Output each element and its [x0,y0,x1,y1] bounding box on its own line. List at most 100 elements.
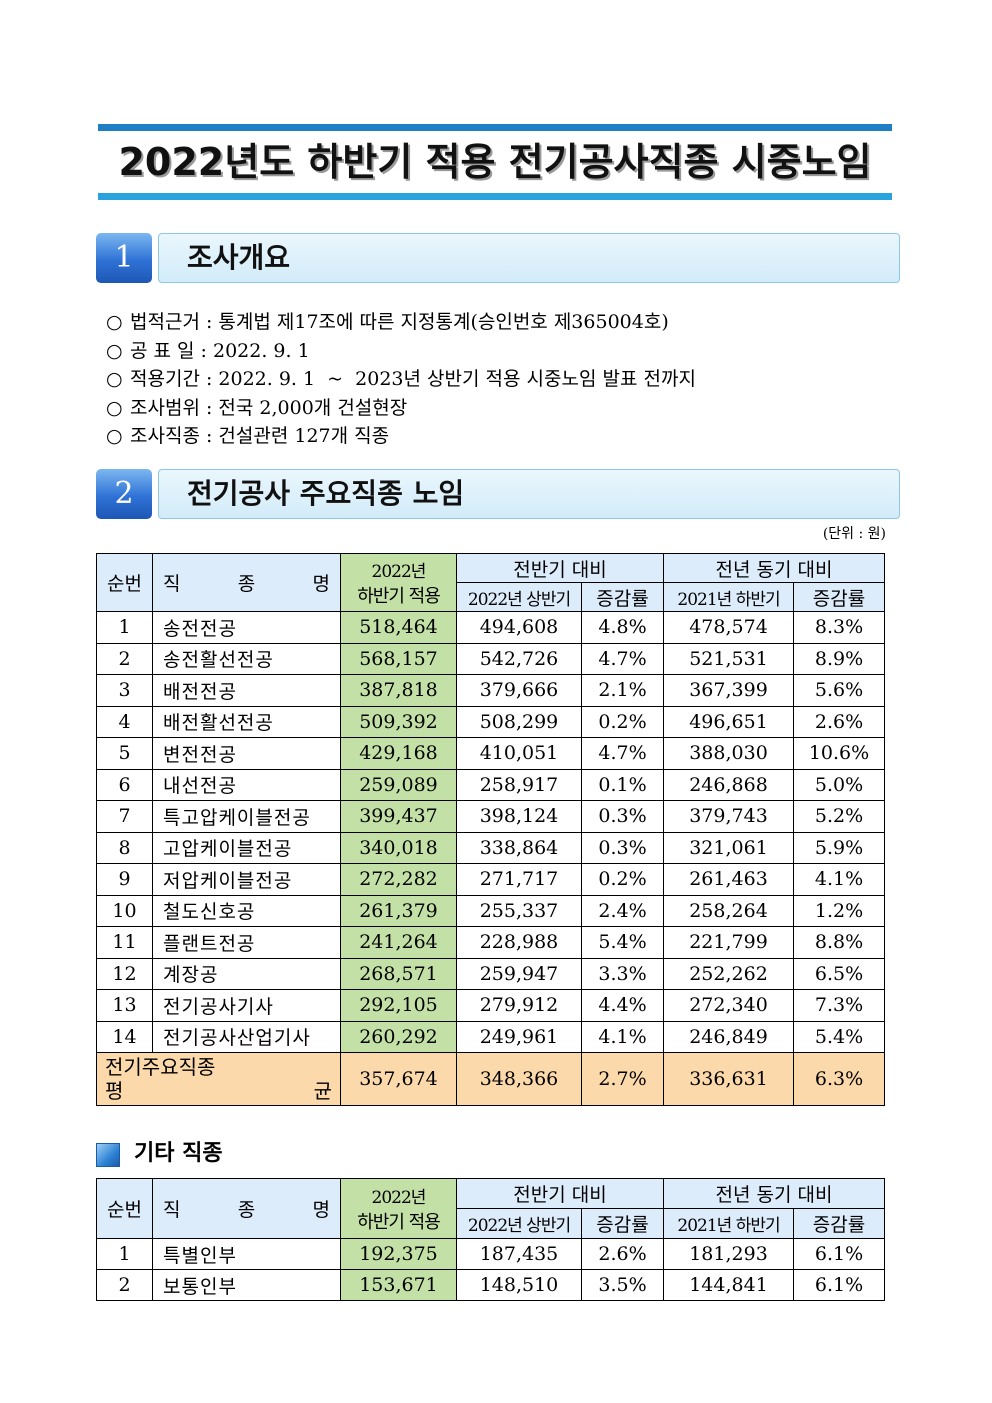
year-over-year-change-rate: 6.1% [793,1238,886,1270]
header-prev-year: 전년 동기 대비 [663,553,886,583]
circle-bullet-icon: ○ [106,396,123,419]
occupation-name: 배전활선전공 [152,705,341,738]
current-wage: 509,392 [340,705,457,738]
current-wage: 518,464 [340,611,457,644]
overview-list: ○ 법적근거 : 통계법 제17조에 따른 지정통계(승인번호 제365004호)… [106,308,696,451]
year-over-year-change-rate: 8.3% [793,611,886,644]
occupation-name: 플랜트전공 [152,926,341,959]
year-over-year-change-rate: 6.1% [793,1269,886,1301]
header-prev-year: 전년 동기 대비 [663,1178,886,1209]
first-half-change-rate: 3.3% [580,957,665,990]
header-rate-1: 증감률 [580,582,665,612]
current-wage: 192,375 [340,1238,457,1270]
table-header-row: 순번 직 종 명 2022년 하반기 적용 전반기 대비 전년 동기 대비 [96,1178,886,1239]
average-current: 357,674 [340,1052,457,1106]
second-half-2021-wage: 181,293 [663,1238,795,1270]
second-half-2021-wage: 496,651 [663,705,795,738]
overview-item-period: ○ 적용기간 : 2022. 9. 1 ~ 2023년 상반기 적용 시중노임 발… [106,365,696,394]
occupation-name: 송전활선전공 [152,642,341,675]
row-number: 5 [96,737,153,770]
table-row: 3 배전전공 387,818 379,666 2.1% 367,399 5.6% [96,674,886,707]
year-over-year-change-rate: 5.0% [793,768,886,801]
header-no: 순번 [96,553,153,612]
first-half-2022-wage: 258,917 [456,768,582,801]
second-half-2021-wage: 258,264 [663,894,795,927]
current-wage: 340,018 [340,831,457,864]
section-2-title: 전기공사 주요직종 노임 [187,477,465,510]
header-rate-2: 증감률 [793,1208,886,1239]
first-half-change-rate: 2.1% [580,674,665,707]
current-wage: 429,168 [340,737,457,770]
second-half-2021-wage: 246,849 [663,1020,795,1053]
header-h1-2022: 2022년 상반기 [456,582,582,612]
table-row: 5 변전전공 429,168 410,051 4.7% 388,030 10.6% [96,737,886,770]
current-wage: 153,671 [340,1269,457,1301]
second-half-2021-wage: 246,868 [663,768,795,801]
second-half-2021-wage: 321,061 [663,831,795,864]
occupation-name: 내선전공 [152,768,341,801]
other-wage-table: 순번 직 종 명 2022년 하반기 적용 전반기 대비 전년 동기 대비 20… [96,1178,886,1301]
current-wage: 261,379 [340,894,457,927]
average-h2: 336,631 [663,1052,795,1106]
section-1-heading: 조사개요 [158,233,900,283]
first-half-2022-wage: 542,726 [456,642,582,675]
header-rate-2: 증감률 [793,582,886,612]
table-subheader-row: 2022년 상반기 증감률 2021년 하반기 증감률 [97,582,886,612]
occupation-name: 계장공 [152,957,341,990]
other-section-title: 기타 직종 [134,1141,223,1166]
table-subheader-row: 2022년 상반기 증감률 2021년 하반기 증감률 [97,1208,886,1239]
table-row: 7 특고압케이블전공 399,437 398,124 0.3% 379,743 5.2% [96,800,886,833]
occupation-name: 전기공사기사 [152,989,341,1022]
year-over-year-change-rate: 2.6% [793,705,886,738]
row-number: 3 [96,674,153,707]
circle-bullet-icon: ○ [106,339,123,362]
header-prev-half: 전반기 대비 [455,1178,665,1209]
occupation-name: 변전전공 [152,737,341,770]
occupation-name: 철도신호공 [152,894,341,927]
title-bottom-rule [98,193,892,200]
header-no: 순번 [96,1178,153,1239]
first-half-change-rate: 4.4% [580,989,665,1022]
first-half-change-rate: 0.1% [580,768,665,801]
title-top-rule [98,124,892,131]
occupation-name: 특고압케이블전공 [152,800,341,833]
table-row: 10 철도신호공 261,379 255,337 2.4% 258,264 1.2% [96,894,886,927]
header-h1-2022: 2022년 상반기 [456,1208,582,1239]
first-half-change-rate: 2.4% [580,894,665,927]
circle-bullet-icon: ○ [106,311,123,333]
row-number: 8 [96,831,153,864]
table-row: 1 송전전공 518,464 494,608 4.8% 478,574 8.3% [96,611,886,644]
document-title: 2022년도 하반기 적용 전기공사직종 시중노임 [118,140,872,184]
table-row: 9 저압케이블전공 272,282 271,717 0.2% 261,463 4.1% [96,863,886,896]
average-rate-1: 2.7% [580,1052,665,1106]
first-half-2022-wage: 249,961 [456,1020,582,1053]
first-half-2022-wage: 271,717 [456,863,582,896]
first-half-2022-wage: 494,608 [456,611,582,644]
circle-bullet-icon: ○ [106,425,123,448]
second-half-2021-wage: 367,399 [663,674,795,707]
row-number: 7 [96,800,153,833]
first-half-2022-wage: 379,666 [456,674,582,707]
first-half-change-rate: 3.5% [580,1269,665,1301]
row-number: 2 [96,1269,153,1301]
unit-label: (단위 : 원) [822,526,886,542]
average-h1: 348,366 [456,1052,582,1106]
second-half-2021-wage: 521,531 [663,642,795,675]
first-half-change-rate: 0.3% [580,800,665,833]
row-number: 1 [96,1238,153,1270]
row-number: 4 [96,705,153,738]
row-number: 10 [96,894,153,927]
year-over-year-change-rate: 6.5% [793,957,886,990]
table-row: 2 송전활선전공 568,157 542,726 4.7% 521,531 8.9% [96,642,886,675]
second-half-2021-wage: 478,574 [663,611,795,644]
occupation-name: 고압케이블전공 [152,831,341,864]
first-half-2022-wage: 398,124 [456,800,582,833]
first-half-change-rate: 2.6% [580,1238,665,1270]
year-over-year-change-rate: 10.6% [793,737,886,770]
first-half-2022-wage: 255,337 [456,894,582,927]
year-over-year-change-rate: 5.2% [793,800,886,833]
square-bullet-icon [96,1143,120,1167]
occupation-name: 저압케이블전공 [152,863,341,896]
table-row: 2 보통인부 153,671 148,510 3.5% 144,841 6.1% [96,1269,886,1301]
table-row: 13 전기공사기사 292,105 279,912 4.4% 272,340 7.3% [96,989,886,1022]
